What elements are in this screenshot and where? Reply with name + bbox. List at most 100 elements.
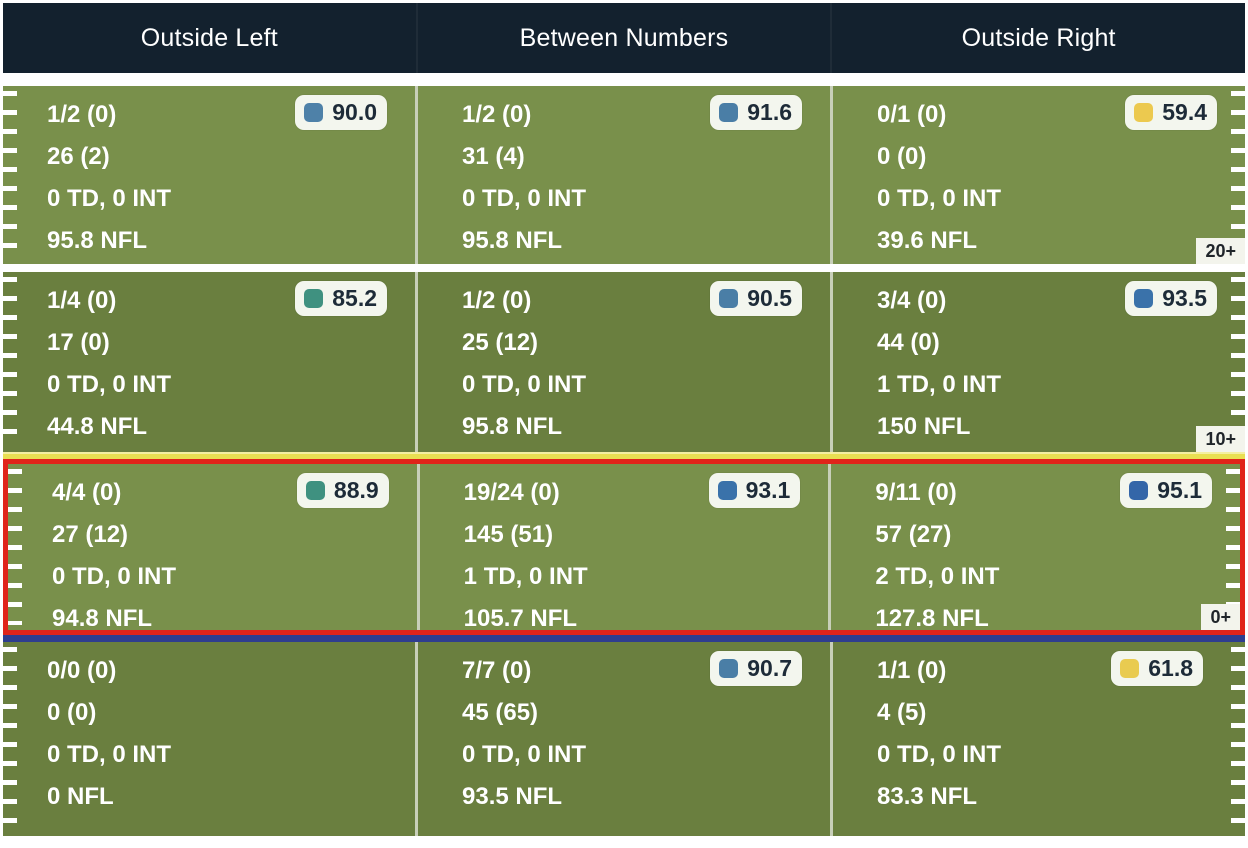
depth-row-10plus: 1/4 (0) 17 (0) 0 TD, 0 INT 44.8 NFL 85.2… — [3, 272, 1245, 452]
grade-value: 61.8 — [1148, 655, 1193, 681]
grade-value: 95.1 — [1157, 477, 1203, 503]
grade-badge: 91.6 — [710, 95, 802, 130]
zone-header-between-numbers: Between Numbers — [415, 3, 831, 73]
td-int: 0 TD, 0 INT — [462, 185, 587, 212]
row-gap — [3, 264, 1245, 272]
zone-cell-0plus-between-numbers[interactable]: 19/24 (0) 145 (51) 1 TD, 0 INT 105.7 NFL… — [416, 464, 829, 632]
zone-cell-0plus-outside-left[interactable]: 4/4 (0) 27 (12) 0 TD, 0 INT 94.8 NFL 88.… — [8, 464, 417, 632]
grade-badge: 90.7 — [710, 651, 802, 686]
yards: 0 (0) — [47, 699, 97, 726]
zone-header-row: Outside Left Between Numbers Outside Rig… — [3, 3, 1245, 73]
nfl-rating: 0 NFL — [47, 783, 114, 810]
nfl-rating: 150 NFL — [877, 413, 971, 440]
grade-color-swatch-icon — [717, 481, 737, 500]
grade-color-swatch-icon — [305, 481, 325, 500]
grade-badge: 93.5 — [1125, 281, 1217, 316]
nfl-rating: 83.3 NFL — [877, 783, 978, 810]
grade-value: 85.2 — [332, 285, 377, 311]
grade-color-swatch-icon — [1134, 289, 1154, 308]
yards: 0 (0) — [877, 143, 927, 170]
td-int: 0 TD, 0 INT — [47, 185, 172, 212]
grade-value: 90.5 — [747, 285, 792, 311]
grade-badge: 88.9 — [296, 473, 389, 508]
depth-label-0plus: 0+ — [1201, 604, 1240, 630]
depth-row-behind-los: 0/0 (0) 0 (0) 0 TD, 0 INT 0 NFL 7/7 (0) … — [3, 642, 1245, 836]
completions-attempts: 0/0 (0) — [47, 657, 117, 684]
nfl-rating: 94.8 NFL — [52, 605, 153, 632]
grade-color-swatch-icon — [1129, 481, 1149, 500]
td-int: 0 TD, 0 INT — [462, 741, 587, 768]
grade-badge: 85.2 — [295, 281, 387, 316]
grade-value: 91.6 — [747, 99, 792, 125]
depth-label-10plus: 10+ — [1196, 426, 1245, 452]
nfl-rating: 95.8 NFL — [462, 227, 563, 254]
hash-marks-left-icon — [3, 277, 17, 447]
grade-value: 90.0 — [332, 99, 377, 125]
yards: 145 (51) — [463, 521, 554, 548]
grade-color-swatch-icon — [1134, 103, 1154, 122]
grade-value: 90.7 — [747, 655, 792, 681]
zone-cell-behind-between-numbers[interactable]: 7/7 (0) 45 (65) 0 TD, 0 INT 93.5 NFL 90.… — [415, 642, 830, 836]
grade-color-swatch-icon — [304, 103, 324, 122]
hash-marks-right-icon — [1231, 277, 1245, 447]
grade-badge: 95.1 — [1120, 473, 1213, 508]
yards: 44 (0) — [877, 329, 940, 356]
completions-attempts: 1/4 (0) — [47, 287, 117, 314]
zone-cell-behind-outside-left[interactable]: 0/0 (0) 0 (0) 0 TD, 0 INT 0 NFL — [3, 642, 415, 836]
td-int: 0 TD, 0 INT — [47, 741, 172, 768]
nfl-rating: 95.8 NFL — [47, 227, 148, 254]
nfl-rating: 93.5 NFL — [462, 783, 563, 810]
grade-color-swatch-icon — [1120, 659, 1140, 678]
yards: 27 (12) — [52, 521, 129, 548]
hash-marks-left-icon — [3, 91, 17, 259]
td-int: 0 TD, 0 INT — [52, 563, 177, 590]
grade-value: 93.1 — [745, 477, 791, 503]
td-int: 1 TD, 0 INT — [877, 371, 1002, 398]
yards: 57 (27) — [875, 521, 952, 548]
td-int: 1 TD, 0 INT — [463, 563, 588, 590]
depth-row-20plus: 1/2 (0) 26 (2) 0 TD, 0 INT 95.8 NFL 90.0… — [3, 86, 1245, 264]
first-down-line — [3, 452, 1245, 459]
grade-badge: 90.0 — [295, 95, 387, 130]
zone-cell-10plus-outside-left[interactable]: 1/4 (0) 17 (0) 0 TD, 0 INT 44.8 NFL 85.2 — [3, 272, 415, 452]
yards: 26 (2) — [47, 143, 110, 170]
completions-attempts: 1/2 (0) — [462, 287, 532, 314]
completions-attempts: 1/2 (0) — [462, 101, 532, 128]
zone-cell-20plus-outside-left[interactable]: 1/2 (0) 26 (2) 0 TD, 0 INT 95.8 NFL 90.0 — [3, 86, 415, 264]
yards: 17 (0) — [47, 329, 110, 356]
zone-cell-0plus-outside-right[interactable]: 9/11 (0) 57 (27) 2 TD, 0 INT 127.8 NFL 9… — [828, 464, 1240, 632]
zone-header-outside-left: Outside Left — [140, 23, 278, 52]
depth-row-0plus-selected: 4/4 (0) 27 (12) 0 TD, 0 INT 94.8 NFL 88.… — [3, 459, 1245, 635]
field: 1/2 (0) 26 (2) 0 TD, 0 INT 95.8 NFL 90.0… — [3, 86, 1245, 836]
grade-value: 59.4 — [1162, 99, 1207, 125]
hash-marks-right-icon — [1231, 91, 1245, 259]
yards: 4 (5) — [877, 699, 927, 726]
td-int: 0 TD, 0 INT — [47, 371, 172, 398]
zone-header-outside-right: Outside Right — [830, 3, 1245, 73]
grade-color-swatch-icon — [304, 289, 324, 308]
hash-marks-right-icon — [1226, 469, 1240, 625]
hash-marks-left-icon — [8, 469, 22, 625]
completions-attempts: 0/1 (0) — [877, 101, 947, 128]
completions-attempts: 1/1 (0) — [877, 657, 947, 684]
hash-marks-right-icon — [1231, 647, 1245, 831]
td-int: 0 TD, 0 INT — [877, 185, 1002, 212]
completions-attempts: 1/2 (0) — [47, 101, 117, 128]
depth-label-20plus: 20+ — [1196, 238, 1245, 264]
grade-value: 88.9 — [333, 477, 379, 503]
zone-cell-20plus-between-numbers[interactable]: 1/2 (0) 31 (4) 0 TD, 0 INT 95.8 NFL 91.6 — [415, 86, 830, 264]
zone-cell-10plus-between-numbers[interactable]: 1/2 (0) 25 (12) 0 TD, 0 INT 95.8 NFL 90.… — [415, 272, 830, 452]
grade-badge: 61.8 — [1111, 651, 1203, 686]
grade-badge: 90.5 — [710, 281, 802, 316]
td-int: 2 TD, 0 INT — [875, 563, 1000, 590]
zone-cell-behind-outside-right[interactable]: 1/1 (0) 4 (5) 0 TD, 0 INT 83.3 NFL 61.8 — [830, 642, 1245, 836]
td-int: 0 TD, 0 INT — [877, 741, 1002, 768]
nfl-rating: 44.8 NFL — [47, 413, 148, 440]
zone-cell-10plus-outside-right[interactable]: 3/4 (0) 44 (0) 1 TD, 0 INT 150 NFL 93.5 — [830, 272, 1245, 452]
completions-attempts: 3/4 (0) — [877, 287, 947, 314]
zone-cell-20plus-outside-right[interactable]: 0/1 (0) 0 (0) 0 TD, 0 INT 39.6 NFL 59.4 — [830, 86, 1245, 264]
grade-badge: 93.1 — [708, 473, 801, 508]
nfl-rating: 105.7 NFL — [463, 605, 578, 632]
nfl-rating: 95.8 NFL — [462, 413, 563, 440]
